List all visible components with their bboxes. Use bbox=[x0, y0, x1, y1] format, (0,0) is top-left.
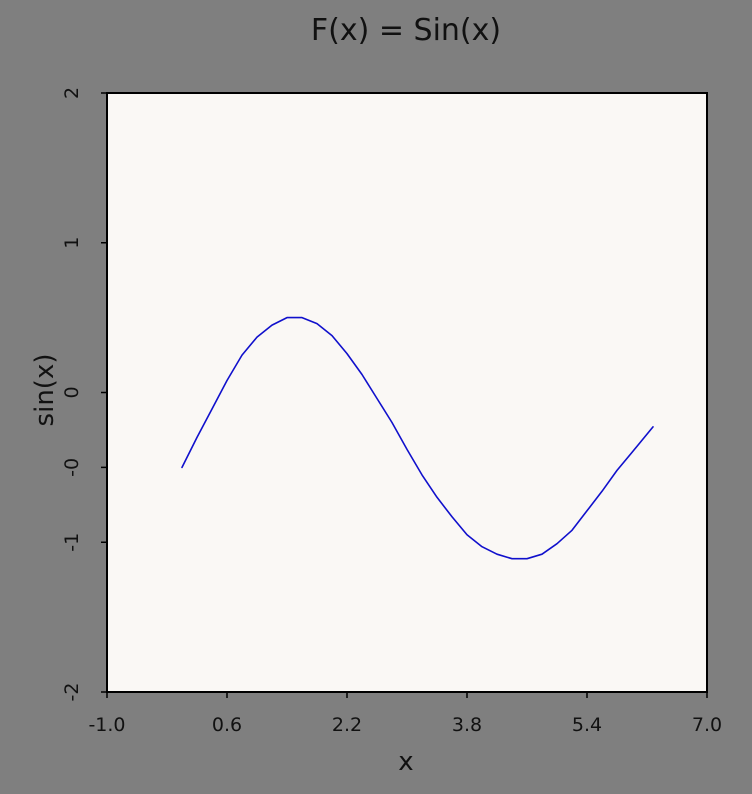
series-layer bbox=[181, 316, 654, 560]
axis-ticks bbox=[101, 92, 708, 698]
y-tick-label: -2 bbox=[61, 683, 83, 702]
x-tick-label: 2.2 bbox=[332, 714, 362, 736]
x-tick-label: 7.0 bbox=[692, 714, 722, 736]
x-axis-label: x bbox=[398, 747, 413, 777]
y-tick-label: 2 bbox=[61, 87, 83, 99]
axis-tick-labels: -1.0 0.6 2.2 3.8 5.4 7.0 -2 -1 -0 0 1 2 bbox=[61, 87, 722, 736]
x-tick-label: 5.4 bbox=[572, 714, 602, 736]
x-tick-label: -1.0 bbox=[88, 714, 125, 736]
y-tick-label: 1 bbox=[61, 237, 83, 249]
y-axis-label: sin(x) bbox=[30, 354, 60, 427]
x-tick-label: 3.8 bbox=[452, 714, 482, 736]
x-tick-label: 0.6 bbox=[212, 714, 242, 736]
plot-area bbox=[106, 92, 708, 693]
y-tick-label: 0 bbox=[61, 386, 83, 398]
series-line bbox=[181, 316, 654, 560]
y-tick-label: -0 bbox=[61, 458, 83, 477]
chart-title: F(x) = Sin(x) bbox=[311, 13, 501, 48]
y-tick-label: -1 bbox=[61, 533, 83, 552]
